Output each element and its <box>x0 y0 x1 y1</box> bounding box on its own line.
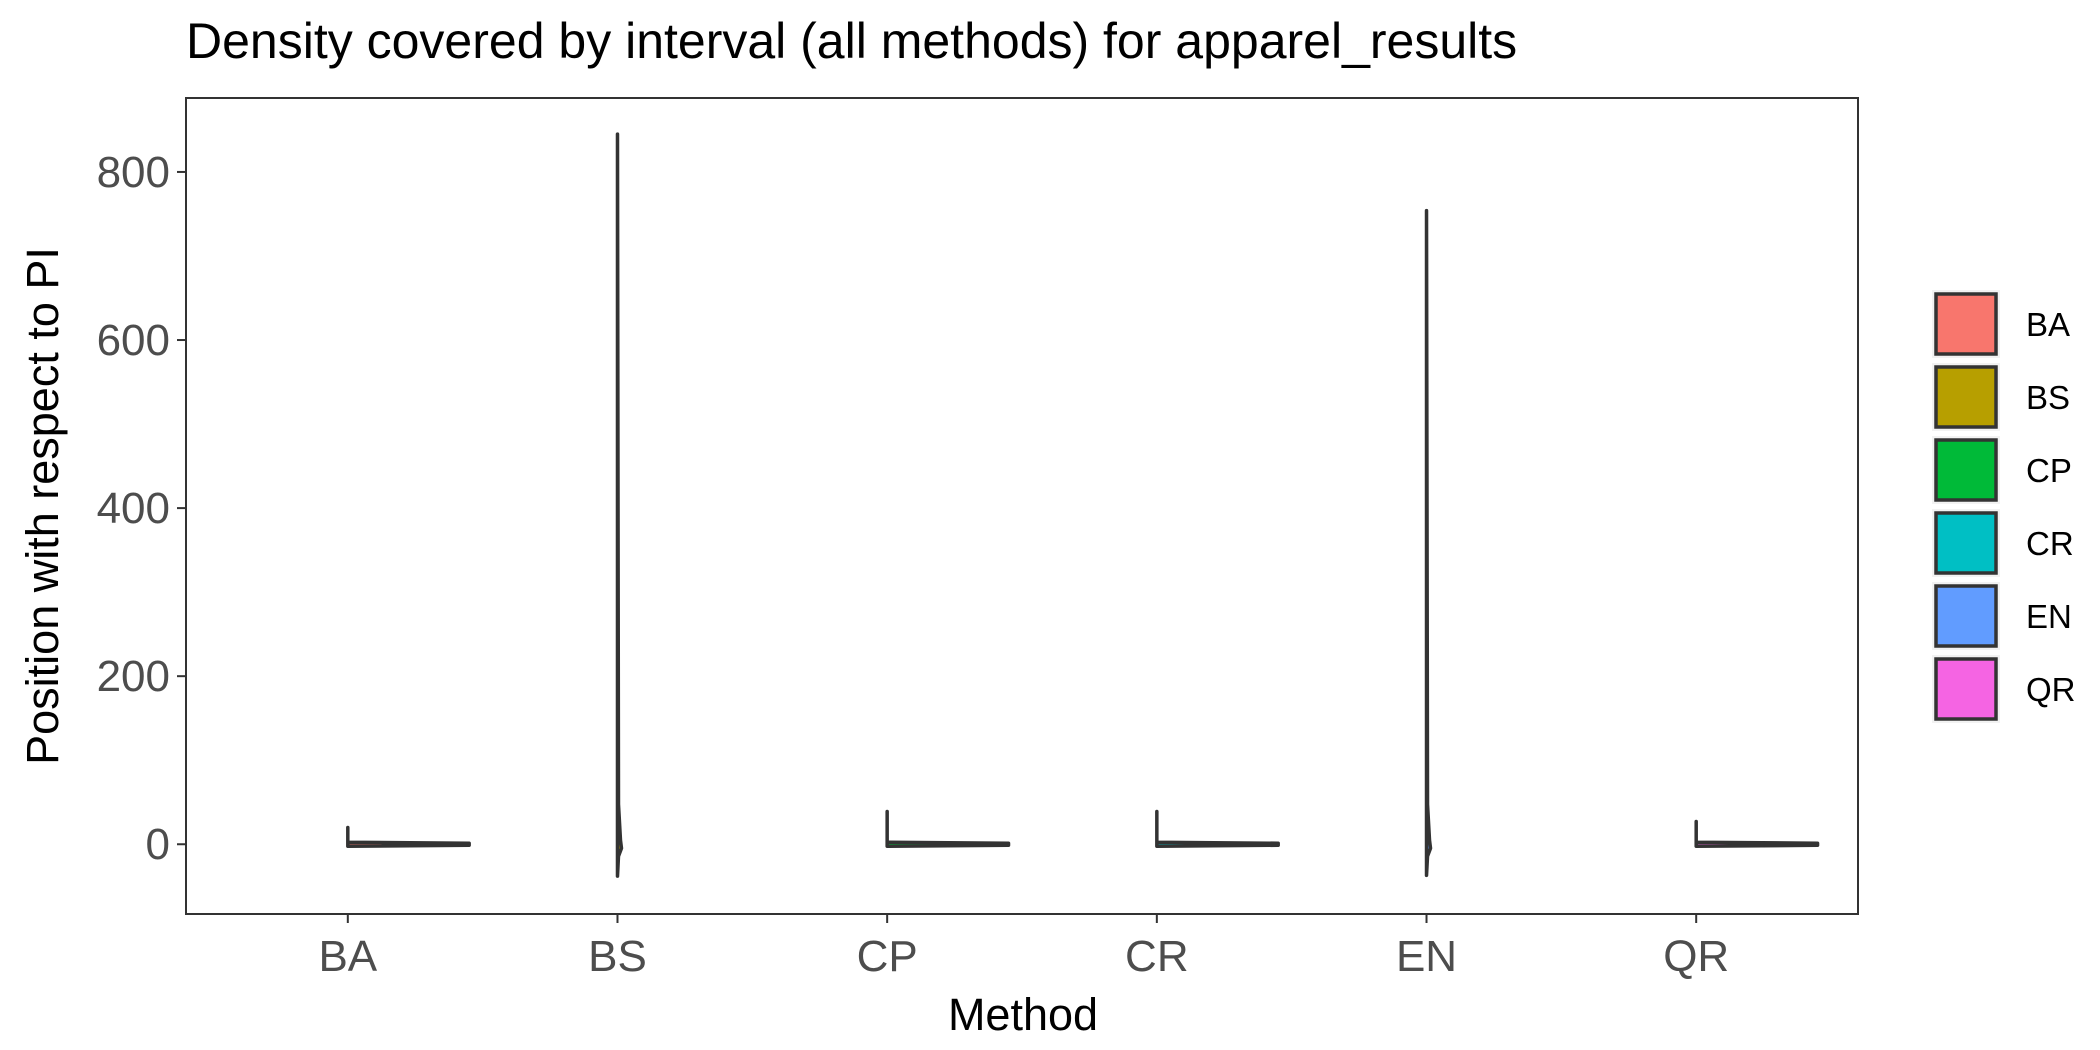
x-tick-label: BA <box>318 932 377 981</box>
x-tick-label: CP <box>857 932 918 981</box>
legend-swatch-qr <box>1934 657 1998 721</box>
violin-en <box>1424 208 1433 878</box>
legend-swatch-ba <box>1934 292 1998 356</box>
violin-cp <box>885 809 1011 848</box>
y-tick-label: 800 <box>97 148 170 197</box>
legend-label: CR <box>2026 525 2074 562</box>
y-axis: 0 200 400 600 800 <box>97 148 186 869</box>
legend-label: CP <box>2026 452 2072 489</box>
violins-group <box>346 132 1820 878</box>
legend-label: EN <box>2026 598 2072 635</box>
chart-title: Density covered by interval (all methods… <box>186 13 1517 69</box>
y-tick-label: 600 <box>97 316 170 365</box>
legend-swatch-bs <box>1934 365 1998 429</box>
x-tick-label: QR <box>1663 932 1729 981</box>
violin-cr <box>1155 809 1280 848</box>
y-tick-label: 0 <box>146 820 170 869</box>
x-tick-label: BS <box>588 932 647 981</box>
x-axis-title: Method <box>948 989 1098 1040</box>
x-tick-label: EN <box>1396 932 1457 981</box>
legend-swatch-cp <box>1934 438 1998 502</box>
legend-label: BS <box>2026 379 2070 416</box>
violin-qr <box>1694 819 1820 848</box>
legend: BA BS CP CR EN QR <box>1932 290 2076 723</box>
y-tick-label: 200 <box>97 652 170 701</box>
violin-bs <box>615 132 624 878</box>
legend-swatch-cr <box>1934 511 1998 575</box>
legend-label: QR <box>2026 671 2076 708</box>
legend-swatch-en <box>1934 584 1998 648</box>
y-tick-label: 400 <box>97 484 170 533</box>
y-axis-title: Position with respect to PI <box>17 247 68 765</box>
violin-ba <box>346 825 471 848</box>
x-axis: BA BS CP CR EN QR <box>318 914 1729 981</box>
x-tick-label: CR <box>1125 932 1189 981</box>
plot-panel <box>185 97 1859 915</box>
legend-label: BA <box>2026 306 2070 343</box>
